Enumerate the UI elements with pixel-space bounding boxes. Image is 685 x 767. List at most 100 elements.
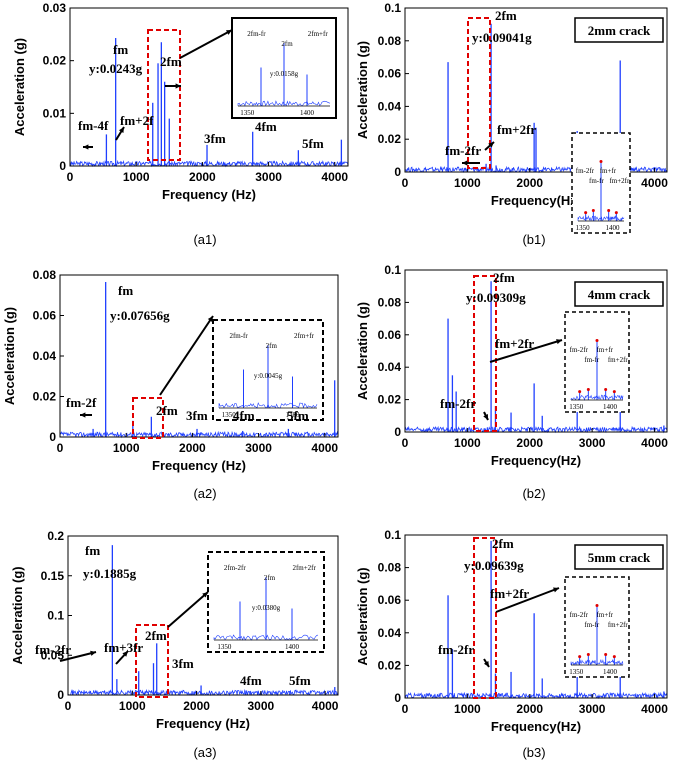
annotation-arrow bbox=[159, 315, 214, 396]
inset-tick-label: 1350 bbox=[569, 668, 584, 676]
annotation-third: 3fm bbox=[172, 656, 194, 671]
x-tick-label: 4000 bbox=[641, 436, 668, 450]
x-tick-label: 3000 bbox=[248, 699, 275, 713]
arrow-head bbox=[202, 592, 208, 598]
y-tick-label: 0.02 bbox=[43, 54, 67, 68]
inset-annotation: 2fm+fr bbox=[308, 30, 329, 38]
axes-frame bbox=[404, 534, 668, 699]
annotation-second: 2fm bbox=[160, 54, 182, 69]
chart-a2: 0 1000 2000 3000 4000 0 0.02 0.04 0.06 0.08 Freque… bbox=[2, 268, 339, 501]
inset-annotation: 2fm+2fr bbox=[292, 564, 316, 572]
x-tick-label: 1000 bbox=[454, 436, 481, 450]
annotation-arrow bbox=[179, 29, 233, 59]
annotation-y_value: y:0.07656g bbox=[110, 308, 170, 323]
annotation-arrow bbox=[59, 651, 97, 662]
inset-tick-label: 1400 bbox=[286, 411, 301, 419]
x-tick-label: 1000 bbox=[454, 176, 481, 190]
annotation-arrow bbox=[167, 591, 209, 628]
y-tick-label: 0.04 bbox=[378, 99, 402, 113]
arrow-head bbox=[90, 650, 96, 656]
x-tick-label: 2000 bbox=[516, 436, 543, 450]
arrow-head bbox=[226, 30, 232, 35]
annotation-arrow bbox=[495, 587, 560, 613]
inset-annotation: fm+2fr bbox=[608, 356, 629, 364]
arrow-head bbox=[556, 339, 562, 345]
y-tick-label: 0.1 bbox=[47, 609, 64, 623]
arrow-head bbox=[118, 127, 124, 133]
inset-annotation: fm-fr bbox=[589, 177, 604, 185]
panel-label: (a2) bbox=[193, 486, 216, 501]
arrow-head bbox=[122, 651, 128, 657]
inset-tick-label: 1400 bbox=[603, 668, 618, 676]
y-tick-label: 0.08 bbox=[378, 34, 402, 48]
x-tick-label: 1000 bbox=[113, 441, 140, 455]
panel-label: (a1) bbox=[193, 232, 216, 247]
x-tick-label: 3000 bbox=[245, 441, 272, 455]
x-axis-label: Frequency(Hz) bbox=[491, 193, 581, 208]
y-tick-label: 0 bbox=[394, 425, 401, 439]
inset-marker bbox=[586, 653, 590, 656]
inset-marker bbox=[578, 390, 582, 394]
chart-b1: 0100020003000400000.020.040.060.080.1Fre… bbox=[355, 1, 668, 247]
x-axis-label: Frequency(Hz) bbox=[491, 453, 581, 468]
annotation-third: 3fm bbox=[204, 131, 226, 146]
y-tick-label: 0.1 bbox=[384, 1, 401, 15]
inset-noise bbox=[218, 402, 318, 409]
y-tick-label: 0 bbox=[59, 159, 66, 173]
axes-frame bbox=[404, 7, 668, 173]
y-tick-label: 0 bbox=[394, 165, 401, 179]
inset-marker bbox=[612, 655, 616, 659]
noise-floor bbox=[404, 425, 668, 434]
annotation-left: fm-2fr bbox=[438, 642, 474, 657]
inset-tick-label: 1350 bbox=[217, 643, 232, 651]
annotation-fifth: 5fm bbox=[302, 136, 324, 151]
inset-marker bbox=[607, 209, 611, 212]
y-tick-label: 0.06 bbox=[378, 593, 402, 607]
y-axis-label: Acceleration (g) bbox=[355, 302, 370, 400]
annotation-left: fm-2fr bbox=[35, 642, 71, 657]
inset-marker bbox=[584, 211, 588, 215]
inset-tick-label: 1400 bbox=[606, 224, 621, 232]
annotation-second: 2fm bbox=[156, 403, 178, 418]
annotation-right: fm+3fr bbox=[104, 640, 143, 655]
y-tick-label: 0.05 bbox=[41, 648, 65, 662]
annotation-fm: fm bbox=[85, 543, 100, 558]
y-tick-label: 0.08 bbox=[378, 561, 402, 575]
annotation-y_value: y:0.09309g bbox=[466, 290, 526, 305]
arrow-head bbox=[488, 142, 494, 148]
inset-annotation: fm-2fr bbox=[576, 167, 595, 175]
annotation-right: fm+2fr bbox=[497, 122, 536, 137]
x-tick-label: 4000 bbox=[641, 702, 668, 716]
y-axis-label: Acceleration (g) bbox=[2, 307, 17, 405]
highlight-box bbox=[467, 17, 491, 169]
x-tick-label: 2000 bbox=[183, 699, 210, 713]
annotation-fm: fm bbox=[118, 283, 133, 298]
x-tick-label: 4000 bbox=[312, 699, 339, 713]
inset-tick-label: 1400 bbox=[603, 403, 618, 411]
crack-label-frame bbox=[574, 17, 664, 43]
y-tick-label: 0.1 bbox=[384, 263, 401, 277]
inset-marker bbox=[595, 604, 599, 607]
x-tick-label: 1000 bbox=[119, 699, 146, 713]
inset-tick-label: 1350 bbox=[240, 109, 255, 117]
annotation-left: fm-2fr bbox=[440, 396, 476, 411]
y-tick-label: 0.04 bbox=[378, 360, 402, 374]
annotation-left: fm-2f bbox=[66, 395, 97, 410]
x-axis-label: Frequency (Hz) bbox=[162, 187, 256, 202]
inset-marker bbox=[604, 388, 608, 391]
y-tick-label: 0.08 bbox=[33, 268, 57, 282]
annotation-fourth: 4fm bbox=[233, 408, 255, 423]
x-axis-label: Frequency (Hz) bbox=[152, 458, 246, 473]
annotation-y_value: y:0.1885g bbox=[83, 566, 137, 581]
annotation-fm: 2fm bbox=[492, 536, 514, 551]
annotation-y_value: y:0.09041g bbox=[472, 30, 532, 45]
x-tick-label: 0 bbox=[402, 176, 409, 190]
inset-noise bbox=[213, 634, 319, 641]
y-tick-label: 0.02 bbox=[378, 393, 402, 407]
highlight-box bbox=[132, 397, 164, 439]
noise-floor bbox=[69, 159, 349, 168]
inset-annotation: fm-fr bbox=[584, 621, 599, 629]
chart-b3: 0 1000 2000 3000 4000 0 0.02 0.04 0.06 0.08 0.1 Fre… bbox=[355, 528, 668, 760]
x-tick-label: 3000 bbox=[579, 702, 606, 716]
inset-tick-label: 1350 bbox=[569, 403, 584, 411]
